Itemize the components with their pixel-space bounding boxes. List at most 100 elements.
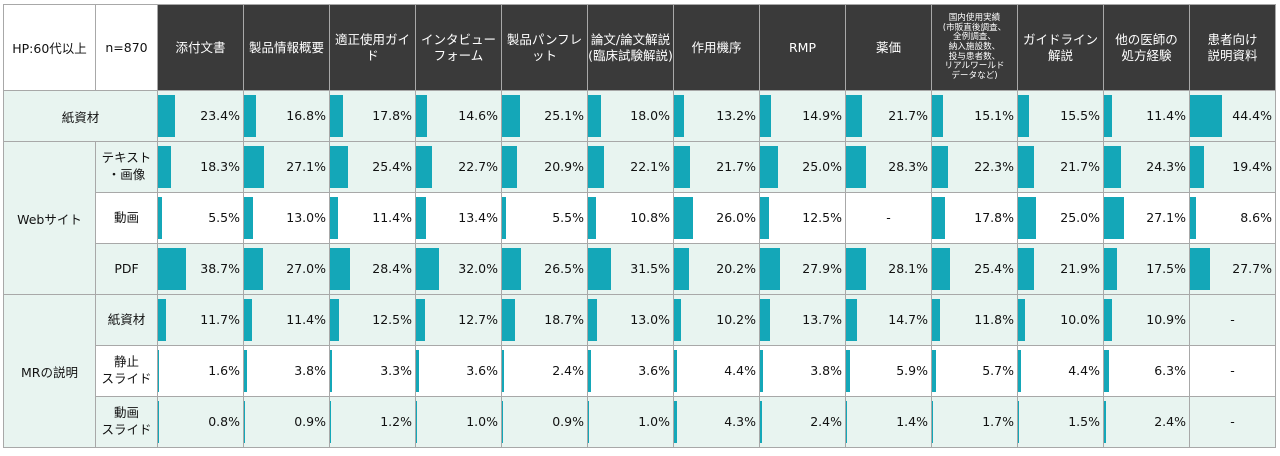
value-cell: 8.6% [1189,192,1276,244]
value-label: 11.4% [1146,108,1186,123]
value-cell: 11.8% [931,294,1018,346]
value-bar [846,248,867,290]
value-bar [674,146,690,188]
value-label: 20.2% [716,261,756,276]
value-label: 1.0% [638,414,670,429]
value-cell: 1.7% [931,396,1018,448]
value-bar [760,146,778,188]
column-header: ガイドライン解説 [1017,4,1104,91]
value-label: 1.6% [208,363,240,378]
value-label: 10.8% [630,210,670,225]
value-cell: 6.3% [1103,345,1190,397]
value-label: 25.0% [1060,210,1100,225]
value-bar [158,95,175,137]
value-label: 18.7% [544,312,584,327]
value-bar [1104,146,1122,188]
value-bar [1190,146,1204,188]
value-bar [760,248,781,290]
data-table: HP:60代以上 n=870 添付文書 製品情報概要 適正使用ガイド インタビュー フ… [3,4,1276,448]
row-label-text: 紙資材 [107,311,146,327]
value-bar [674,197,693,239]
value-cell: 13.0% [587,294,674,346]
value-label: 44.4% [1232,108,1272,123]
value-cell: 10.8% [587,192,674,244]
value-bar [158,146,172,188]
value-label: - [886,210,891,225]
column-header-label: 添付文書 [175,39,226,55]
value-label: 12.5% [802,210,842,225]
value-cell: 26.0% [673,192,760,244]
value-bar [674,299,682,341]
value-cell: 12.5% [329,294,416,346]
column-header-label: 製品パンフレット [506,31,583,63]
value-label: 1.2% [380,414,412,429]
value-label: 1.5% [1068,414,1100,429]
column-header: RMP [759,4,846,91]
value-cell: 11.7% [157,294,244,346]
value-cell: 13.0% [243,192,330,244]
value-label: 3.8% [810,363,842,378]
value-bar [760,350,763,392]
value-label: 31.5% [630,261,670,276]
value-label: - [1230,312,1235,327]
value-label: 21.7% [716,159,756,174]
value-cell: 12.7% [415,294,502,346]
value-label: 21.7% [1060,159,1100,174]
value-label: 5.7% [982,363,1014,378]
column-header: 添付文書 [157,4,244,91]
value-label: 0.9% [552,414,584,429]
table-row: 動画 スライド 0.8% 0.9% 1.2% 1.0% 0.9% 1.0% 4.3% 2.4% 1… [4,396,1276,448]
row-label: 動画 [95,192,158,244]
value-cell: 20.9% [501,141,588,193]
value-bar [932,248,951,290]
value-cell: 14.9% [759,90,846,142]
column-header-label: 国内使用実績 (市販直後調査、 全例調査、 納入施設数、 投与患者数、 リアルワ… [942,13,1007,81]
value-bar [1018,350,1022,392]
value-label: 4.3% [724,414,756,429]
row-label-text: テキスト ・画像 [101,150,152,182]
value-cell: 11.4% [329,192,416,244]
value-label: 20.9% [544,159,584,174]
value-label: 27.0% [286,261,326,276]
value-bar [932,350,937,392]
row-label: 動画 スライド [95,396,158,448]
value-cell: 28.4% [329,243,416,295]
value-cell: - [1189,396,1276,448]
value-bar [244,401,245,443]
value-label: 27.1% [286,159,326,174]
value-cell: 11.4% [1103,90,1190,142]
value-label: 26.0% [716,210,756,225]
value-label: 27.9% [802,261,842,276]
value-bar [1104,248,1117,290]
value-bar [932,299,941,341]
value-label: 2.4% [810,414,842,429]
column-header-label: 適正使用ガイド [334,31,410,63]
value-bar [244,146,264,188]
column-header: 作用機序 [673,4,760,91]
value-bar [846,299,857,341]
value-bar [588,146,604,188]
row-label-text: 静止 スライド [101,354,152,386]
group-label: MRの説明 [3,294,96,448]
value-bar [674,350,678,392]
table-row: MRの説明 紙資材 11.7% 11.4% 12.5% 12.7% 18.7% 13.0% 10… [3,294,1276,448]
value-bar [244,197,254,239]
group-label: Webサイト [3,141,96,295]
value-label: 5.9% [896,363,928,378]
value-bar [330,248,351,290]
group-label: 紙資材 [3,90,158,142]
value-label: 3.8% [294,363,326,378]
value-label: 22.1% [630,159,670,174]
value-label: 25.1% [544,108,584,123]
value-cell: 21.7% [845,90,932,142]
value-cell: - [1189,294,1276,346]
value-label: 26.5% [544,261,584,276]
value-bar [416,95,427,137]
value-bar [244,350,247,392]
value-cell: 5.5% [501,192,588,244]
table-row: 静止 スライド 1.6% 3.8% 3.3% 3.6% 2.4% 3.6% 4.4% 3.8% 5… [4,345,1276,397]
value-bar [760,197,769,239]
row-label-text: 動画 [113,209,139,225]
value-bar [1104,299,1112,341]
value-cell: 1.6% [157,345,244,397]
